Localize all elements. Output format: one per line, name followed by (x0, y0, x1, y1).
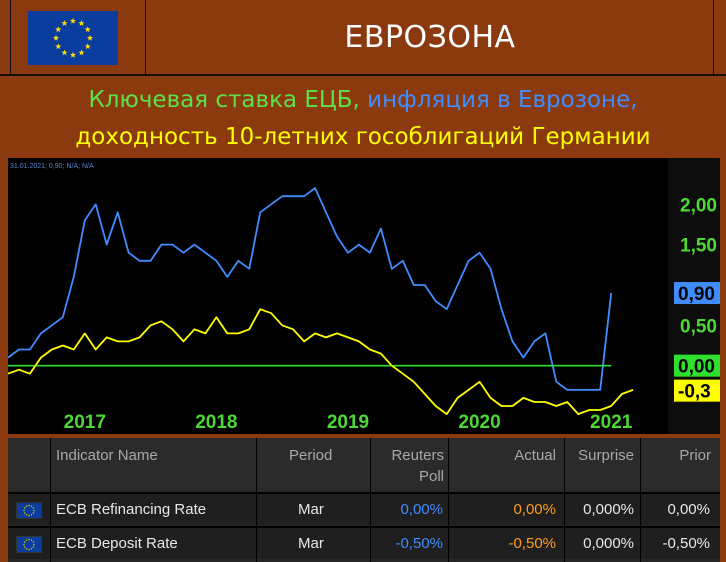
row-prior: -0,50% (662, 535, 710, 552)
flag-star (22, 509, 26, 512)
th-period: Period (289, 447, 333, 464)
flag-star (61, 19, 68, 26)
line-chart[interactable]: 31.01.2021; 0,90; N/A; N/A 2,00 1,50 0,50 2… (8, 158, 720, 434)
eu-flag-icon (16, 502, 42, 519)
series-line-2 (8, 308, 634, 416)
th-indicator-name: Indicator Name (56, 447, 158, 464)
x-tick-label: 2019 (327, 412, 369, 433)
row-reuters-poll: -0,50% (395, 535, 443, 552)
flag-star (22, 543, 26, 546)
eu-flag-icon (28, 11, 118, 65)
row-prior: 0,00% (667, 501, 710, 518)
th-poll-line2: Poll (418, 468, 444, 485)
x-tick-label: 2017 (64, 412, 106, 433)
flag-star (25, 505, 28, 508)
flag-star (25, 539, 28, 542)
chart-panel[interactable]: 31.01.2021; 0,90; N/A; N/A 2,00 1,50 0,50 2… (8, 158, 720, 434)
flag-star (27, 514, 31, 517)
table-header: Indicator Name Period Reuters Poll Actua… (8, 438, 720, 492)
flag-star (32, 543, 36, 546)
row-period: Mar (298, 501, 324, 518)
eu-flag-icon (16, 536, 42, 553)
flag-star (86, 34, 94, 41)
flag-star (27, 548, 31, 551)
flag-cell (10, 0, 146, 74)
row-surprise: 0,000% (583, 535, 634, 552)
flag-star (30, 539, 33, 542)
flag-star (25, 513, 28, 516)
column-divider (50, 438, 51, 562)
flag-star (32, 509, 36, 512)
th-actual: Actual (514, 447, 556, 464)
table-row[interactable]: ECB Refinancing Rate Mar 0,00% 0,00% 0,0… (8, 492, 720, 525)
th-reuters-poll: Reuters Poll (391, 445, 444, 487)
table-row[interactable]: ECB Deposit Rate Mar -0,50% -0,50% 0,000… (8, 526, 720, 559)
flag-star (55, 26, 62, 33)
flag-star (52, 34, 60, 41)
flag-star (55, 43, 62, 50)
flag-star (78, 19, 85, 26)
row-surprise: 0,000% (583, 501, 634, 518)
x-tick-label: 2018 (195, 412, 237, 433)
x-tick-label: 2020 (458, 412, 500, 433)
series-line-0 (8, 187, 613, 391)
flag-star (23, 540, 26, 543)
row-actual: -0,50% (508, 535, 556, 552)
flag-star (84, 43, 91, 50)
row-indicator-name: ECB Refinancing Rate (56, 501, 207, 518)
y-tick-label: 1,50 (680, 236, 717, 257)
row-period: Mar (298, 535, 324, 552)
subtitle-ecb-rate: Ключевая ставка ЕЦБ, (88, 87, 360, 113)
y-tick-label: 2,00 (680, 195, 717, 216)
y-tick-label: 0,50 (680, 316, 717, 337)
page-title: ЕВРОЗОНА (147, 0, 714, 74)
subtitle-bund-yield: доходность 10-летних гособлигаций Герман… (75, 124, 651, 150)
flag-star (27, 504, 31, 507)
flag-star (32, 506, 35, 509)
flag-star (30, 547, 33, 550)
column-divider (640, 438, 641, 562)
th-poll-line1: Reuters (391, 447, 444, 464)
last-value-label: 0,90 (678, 284, 715, 305)
flag-star (25, 547, 28, 550)
flag-star (32, 540, 35, 543)
last-value-badge (674, 379, 720, 402)
flag-star (23, 545, 26, 548)
last-value-badge (674, 282, 720, 305)
flag-star (23, 506, 26, 509)
flag-star (61, 49, 68, 56)
flag-star (30, 505, 33, 508)
flag-star (69, 17, 77, 24)
th-surprise: Surprise (578, 447, 634, 464)
column-divider (256, 438, 257, 562)
row-reuters-poll: 0,00% (400, 501, 443, 518)
chart-info-line: 31.01.2021; 0,90; N/A; N/A (10, 163, 94, 170)
last-value-label: 0,00 (678, 357, 715, 378)
flag-star (23, 511, 26, 514)
indicator-table: Indicator Name Period Reuters Poll Actua… (8, 438, 720, 562)
flag-star (32, 511, 35, 514)
flag-star (27, 538, 31, 541)
column-divider (448, 438, 449, 562)
last-value-badge (674, 354, 720, 377)
row-indicator-name: ECB Deposit Rate (56, 535, 178, 552)
flag-star (69, 51, 77, 58)
th-prior: Prior (679, 447, 711, 464)
x-tick-label: 2021 (590, 412, 633, 433)
row-actual: 0,00% (513, 501, 556, 518)
last-value-label: -0,3 (678, 382, 711, 403)
column-divider (370, 438, 371, 562)
flag-star (32, 545, 35, 548)
flag-star (30, 513, 33, 516)
header-bar: ЕВРОЗОНА (0, 0, 726, 76)
column-divider (564, 438, 565, 562)
flag-star (84, 26, 91, 33)
subtitle-inflation: инфляция в Еврозоне, (367, 87, 638, 113)
header-divider (0, 74, 726, 76)
flag-star (78, 49, 85, 56)
chart-subtitle: Ключевая ставка ЕЦБ, инфляция в Еврозоне… (0, 82, 726, 156)
